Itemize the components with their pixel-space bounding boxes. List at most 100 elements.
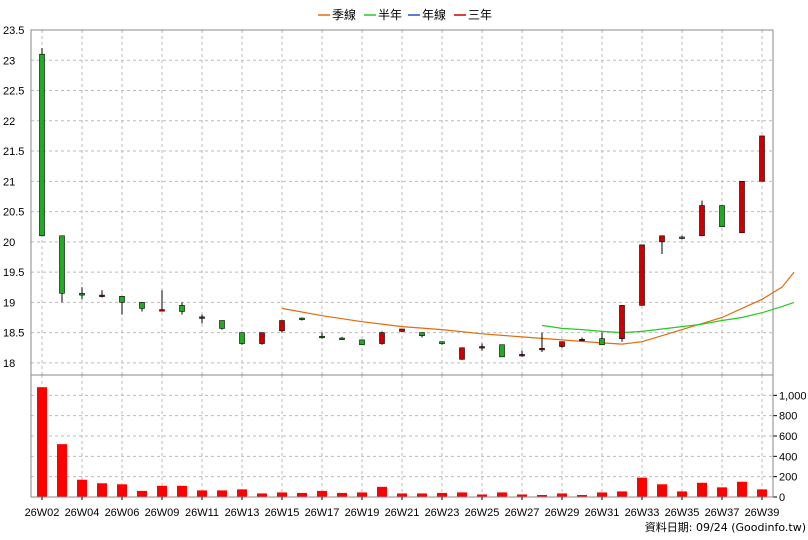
volume-tick-label: 200 [779, 472, 797, 484]
candle [619, 305, 625, 342]
candle [599, 332, 605, 346]
candle-body [539, 348, 545, 351]
candle-body [359, 339, 365, 346]
candle-body [619, 305, 625, 339]
source-label: 資料日期: 09/24 (Goodinfo.tw) [645, 520, 806, 534]
volume-bar [537, 494, 547, 497]
candle-body [559, 341, 565, 347]
price-tick-label: 20 [3, 237, 15, 249]
candle [579, 337, 585, 342]
candle [199, 314, 205, 324]
candle [559, 341, 565, 348]
x-tick-label: 26W37 [705, 507, 740, 519]
candle-body [599, 338, 605, 346]
x-tick-label: 26W06 [105, 507, 140, 519]
candle-body [79, 292, 85, 296]
x-tick-label: 26W23 [425, 507, 460, 519]
volume-axis-labels: 0 200 400 600 800 1,000 [773, 390, 807, 504]
x-tick-label: 26W29 [545, 507, 580, 519]
x-tick-label: 26W17 [305, 507, 340, 519]
volume-bar [77, 479, 87, 497]
legend-label-half: 半年 [378, 8, 402, 22]
legend-item-quarter: 季線 [318, 7, 356, 22]
legend: 季線 半年 年線 三年 [318, 7, 492, 22]
candle [279, 320, 285, 333]
x-tick-label: 26W33 [625, 507, 660, 519]
candle [499, 344, 505, 358]
candle-body [419, 332, 425, 336]
volume-bar [117, 484, 127, 497]
price-plot-frame [30, 29, 774, 376]
candle-body [99, 294, 105, 297]
volume-tick-label: 600 [779, 431, 797, 443]
volume-tick-label: 800 [779, 411, 797, 423]
candle [259, 332, 265, 345]
volume-bar [197, 490, 207, 497]
candle [699, 200, 705, 237]
candle [319, 332, 325, 339]
legend-label-three-year: 三年 [468, 8, 492, 22]
candle-body [719, 205, 725, 228]
price-tick-label: 19 [3, 297, 15, 309]
legend-label-year: 年線 [422, 7, 446, 22]
legend-item-three-year: 三年 [454, 8, 492, 22]
x-tick-label: 26W09 [145, 507, 180, 519]
price-tick-label: 20.5 [3, 207, 24, 219]
candlesticks [39, 48, 765, 360]
candle-body [339, 337, 345, 340]
candle [39, 48, 45, 237]
volume-tick-label: 1,000 [779, 390, 807, 402]
price-tick-label: 18.5 [3, 328, 24, 340]
volume-bar [297, 492, 307, 497]
x-tick-label: 26W27 [505, 507, 540, 519]
price-tick-label: 21 [3, 176, 15, 188]
legend-label-quarter: 季線 [332, 7, 356, 22]
candle [479, 343, 485, 351]
legend-item-half: 半年 [364, 8, 402, 22]
candle [359, 339, 365, 346]
candle-body [139, 302, 145, 309]
price-tick-label: 23 [3, 55, 15, 67]
volume-bar [497, 492, 507, 497]
volume-bar [237, 489, 247, 497]
volume-bar [597, 492, 607, 497]
legend-item-year: 年線 [408, 7, 446, 22]
x-tick-label: 26W02 [25, 507, 60, 519]
candle-body [659, 235, 665, 243]
x-tick-label: 26W15 [265, 507, 300, 519]
volume-bar [277, 492, 287, 497]
x-tick-label: 26W35 [665, 507, 700, 519]
volume-bar [477, 494, 487, 497]
candle-body [279, 320, 285, 332]
candle-body [439, 341, 445, 344]
volume-bar [97, 483, 107, 497]
price-tick-label: 19.5 [3, 267, 24, 279]
volume-tick-label: 400 [779, 451, 797, 463]
candle-body [379, 332, 385, 344]
volume-bar [557, 493, 567, 497]
volume-bar [357, 492, 367, 497]
candle-body [479, 346, 485, 349]
x-tick-label: 26W21 [385, 507, 420, 519]
price-tick-label: 22 [3, 116, 15, 128]
volume-bar [717, 487, 727, 497]
candle-body [199, 316, 205, 319]
candle [99, 290, 105, 298]
candle-body [639, 244, 645, 306]
volume-bar [257, 493, 267, 497]
x-tick-label: 26W04 [65, 507, 100, 519]
candle [139, 302, 145, 312]
volume-bar [737, 481, 747, 497]
candle-body [239, 332, 245, 344]
candle [219, 320, 225, 330]
candle [379, 331, 385, 345]
candle [399, 328, 405, 333]
volume-bar [317, 490, 327, 497]
candle [439, 341, 445, 345]
volume-bar [157, 485, 167, 497]
volume-bar [417, 493, 427, 497]
price-tick-label: 21.5 [3, 146, 24, 158]
volume-bar [137, 490, 147, 497]
candle-body [679, 236, 685, 239]
